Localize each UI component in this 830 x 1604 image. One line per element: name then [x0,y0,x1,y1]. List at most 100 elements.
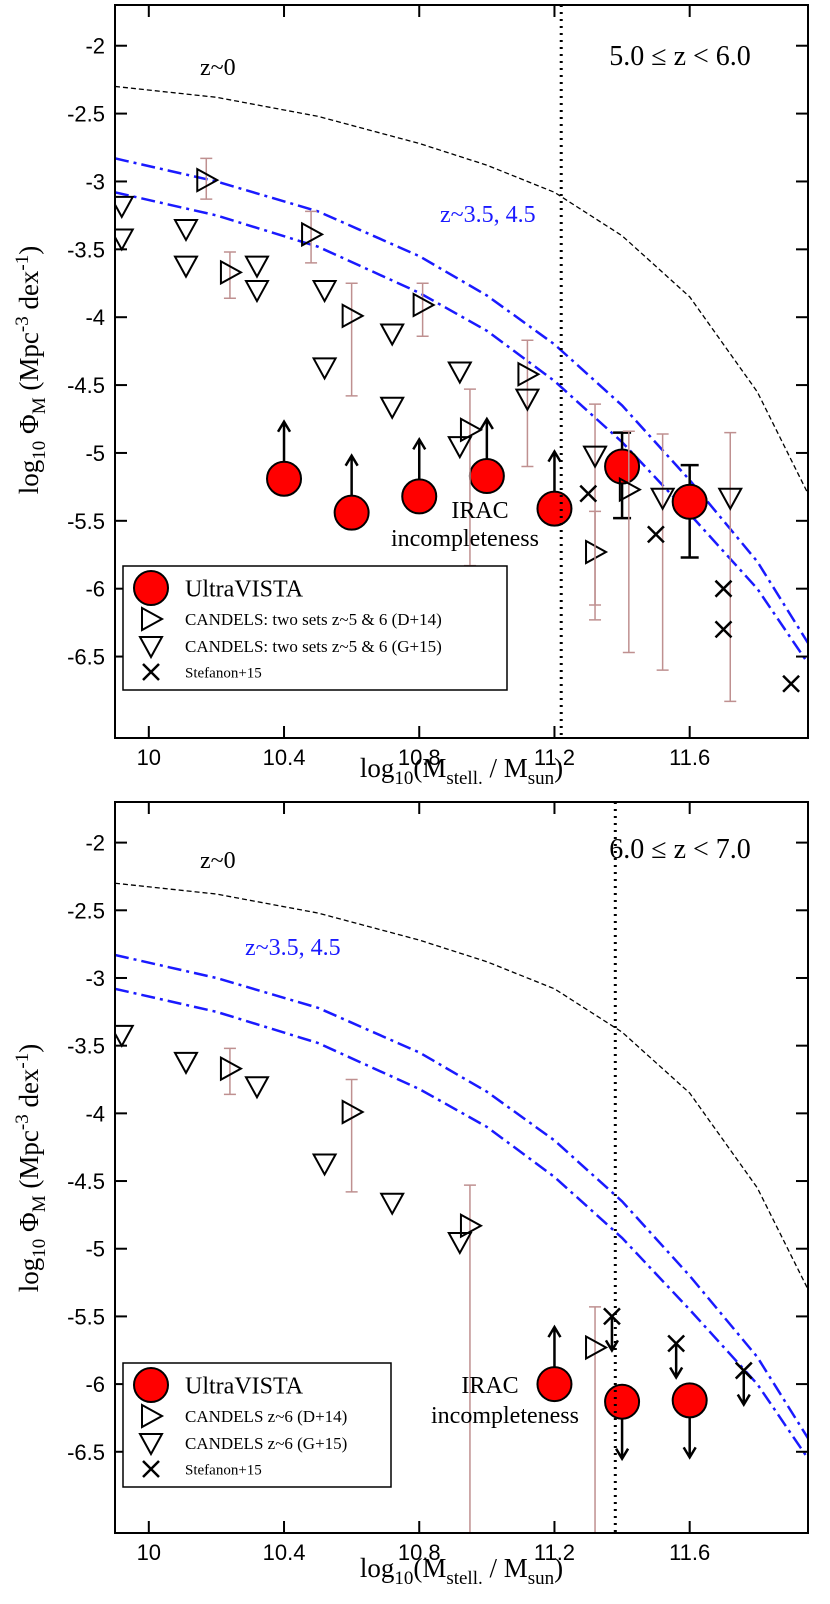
y-tick-label: -4.5 [67,373,105,398]
panel: 10 10.4 10.8 11.2 11.6 -2 -2.5 -3 -3.5 -4 -4.5 -5 -5… [12,801,809,1589]
x-tick-label: 10.4 [263,1540,306,1565]
x-label-part: stell. [446,768,482,789]
legend-label: CANDELS z~6 (D+14) [185,1407,347,1426]
x-marker [579,484,598,503]
limit-arrow [736,1370,751,1407]
error-bar [345,282,358,397]
panel: 10 10.4 10.8 11.2 11.6 -2 -2.5 -3 -3.5 -4 -4.5 -5 -5… [12,4,809,789]
y-label-part: Φ [14,1212,44,1239]
y-label-part: -3 [12,1114,33,1130]
error-bar [622,430,635,654]
error-bar [589,403,602,606]
triangle-down-marker [379,1192,405,1216]
x-axis-label: log10(Mstell. / Msun) [360,1553,563,1589]
triangle-down-marker [311,280,338,304]
x-marker [667,1334,686,1353]
y-axis-label: log10 ΦM (Mpc-3 dex-1) [12,1044,50,1293]
limit-arrow [604,1316,620,1353]
circle-marker [604,448,641,485]
x-label-part: (M [413,1553,446,1583]
y-tick-label: -6 [85,577,105,602]
model-curve [115,882,808,1290]
y-tick-label: -5.5 [67,509,105,534]
triangle-right-marker [141,1403,165,1429]
triangle-down-marker [244,255,270,279]
triangle-down-marker [582,445,608,469]
legend-label: UltraVISTA [185,1373,304,1399]
x-label-part: ) [554,1553,563,1583]
triangle-down-marker [138,636,164,660]
x-marker [142,663,160,681]
y-tick-label: -5.5 [67,1304,105,1329]
circle-marker [671,483,708,520]
triangle-right-marker [341,303,365,329]
triangle-down-marker [244,280,270,304]
x-tick-label: 11.2 [534,1540,575,1565]
annotation: z~0 [200,848,236,874]
x-label-part: / M [483,753,528,783]
y-tick-label: -4 [85,1101,105,1126]
x-marker [603,1307,621,1326]
triangle-right-marker [341,1099,365,1125]
limit-arrow [412,436,427,480]
error-bar [463,1184,476,1533]
x-marker [782,674,800,693]
triangle-down-marker [115,195,135,219]
y-label-part: -3 [12,316,33,332]
y-label-part: (Mpc [14,332,44,397]
y-tick-label: -2.5 [67,898,105,923]
circle-marker [401,478,438,515]
y-label-part: -1 [12,255,33,271]
circle-marker [333,494,370,531]
triangle-down-marker [115,1024,135,1048]
triangle-right-marker [196,167,220,193]
x-axis-label: log10(Mstell. / Msun) [360,753,563,789]
limit-arrow [276,419,292,462]
limit-arrow [669,1343,684,1380]
panel-label: 6.0 ≤ z < 7.0 [609,834,751,865]
y-label-part: dex [14,270,44,316]
triangle-down-marker [115,228,135,252]
y-label-part: -1 [12,1053,33,1069]
triangle-down-marker [244,1076,270,1100]
triangle-down-marker [379,396,405,420]
triangle-down-marker [173,1051,199,1075]
triangle-right-marker [219,1055,244,1082]
error-bar [200,157,213,200]
circle-marker [536,1366,573,1403]
annotation: z~0 [200,55,236,81]
y-tick-label: -3.5 [67,237,105,262]
error-bar [521,339,534,468]
legend-box [122,565,508,691]
x-marker [646,525,665,544]
legend-label: CANDELS z~6 (G+15) [185,1434,347,1453]
triangle-right-marker [585,539,609,565]
x-marker [142,1460,160,1478]
annotation: IRAC [451,498,508,524]
triangle-down-marker [447,1231,473,1256]
model-curve [115,987,808,1460]
y-tick-label: -3 [85,966,105,991]
x-label-part: 10 [394,1568,413,1589]
circle-marker [604,1383,641,1420]
plot-area [115,85,808,703]
x-tick-label: 10 [137,745,161,770]
annotation: incompleteness [391,526,539,552]
circle-marker [468,458,505,495]
y-tick-label: -6.5 [67,645,105,670]
model-curve [115,191,808,665]
y-label-part: log [14,460,44,495]
x-label-part: log [360,753,395,783]
y-tick-label: -5 [85,441,105,466]
triangle-down-marker [311,357,338,381]
x-tick-label: 10.8 [398,1540,441,1565]
y-label-part: M [29,397,50,414]
legend-label: CANDELS: two sets z~5 & 6 (D+14) [185,610,442,629]
axes-frame [114,4,809,739]
annotation: incompleteness [431,1403,579,1429]
x-label-part: (M [413,753,446,783]
y-label-part: ) [14,246,44,255]
error-bar [724,431,737,703]
model-curve [115,953,808,1439]
